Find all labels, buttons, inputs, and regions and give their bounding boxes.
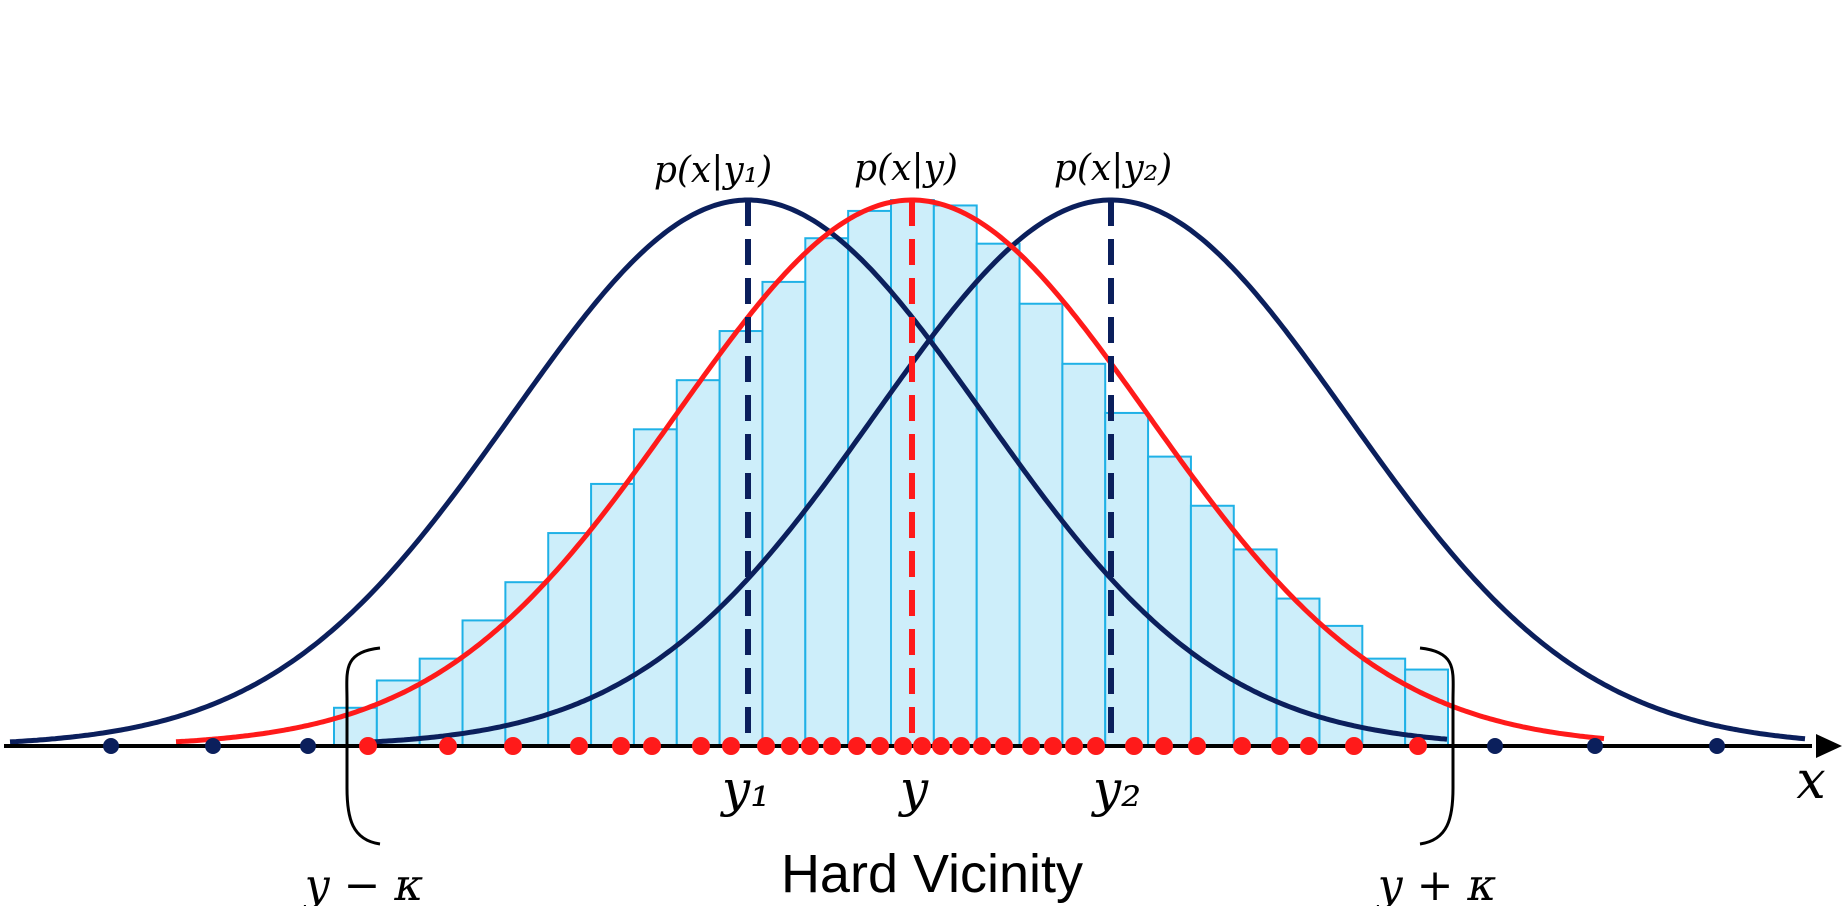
sample-point: [1188, 737, 1206, 755]
label-density-y1: p(x|y₁): [654, 150, 772, 191]
density-curve-y: [175, 197, 1605, 745]
sample-point: [692, 737, 710, 755]
density-curve-y2: [367, 197, 1806, 745]
label-hard-vicinity: Hard Vicinity: [781, 844, 1083, 904]
histogram-bar: [375, 679, 421, 747]
samples-in-vicinity: [359, 737, 1427, 755]
sample-point: [1345, 737, 1363, 755]
sample-point: [722, 737, 740, 755]
histogram-bar: [804, 237, 850, 747]
sample-point: [103, 738, 119, 754]
histogram-bar: [1018, 302, 1064, 747]
sample-point: [781, 737, 799, 755]
sample-point: [952, 737, 970, 755]
sample-point: [300, 738, 316, 754]
sample-point: [1125, 737, 1143, 755]
sample-point: [1300, 737, 1318, 755]
sample-point: [439, 737, 457, 755]
tick-label-y1: y₁: [720, 760, 770, 818]
label-lower-bound: y − κ: [303, 860, 424, 906]
sample-point: [1709, 738, 1725, 754]
histogram-bar: [975, 242, 1021, 747]
histogram-bar: [590, 482, 635, 747]
sample-point: [913, 737, 931, 755]
sample-point: [932, 737, 950, 755]
label-density-y: p(x|y): [854, 148, 958, 189]
sample-point: [848, 737, 866, 755]
sample-point: [894, 737, 912, 755]
histogram-bar: [1232, 548, 1278, 747]
axis-label-x: x: [1796, 751, 1825, 811]
sample-point: [1087, 737, 1105, 755]
histogram-bar: [1189, 504, 1235, 748]
sample-point: [612, 737, 630, 755]
sample-point: [1587, 738, 1603, 754]
histogram-bar: [1147, 455, 1192, 747]
sample-point: [1044, 737, 1062, 755]
sample-point: [973, 737, 991, 755]
sample-point: [1487, 738, 1503, 754]
tick-label-y: y: [898, 760, 929, 818]
sample-point: [359, 737, 377, 755]
sample-point: [1233, 737, 1251, 755]
sample-point: [801, 737, 819, 755]
histogram-bar: [761, 280, 807, 747]
sample-point: [871, 737, 889, 755]
sample-point: [205, 738, 221, 754]
x-axis-arrow-icon: [1816, 734, 1842, 758]
sample-point: [643, 737, 661, 755]
histogram-bar: [1275, 597, 1321, 748]
samples-outside-vicinity: [103, 738, 1725, 754]
sample-point: [823, 737, 841, 755]
right-bracket: [1419, 646, 1455, 846]
sample-point: [1065, 737, 1083, 755]
tick-label-y2: y₂: [1091, 760, 1141, 818]
histogram-bar: [932, 204, 978, 747]
histogram-bar: [675, 379, 721, 747]
histogram-bar: [1061, 362, 1107, 747]
label-upper-bound: y + κ: [1376, 860, 1497, 906]
sample-point: [1022, 737, 1040, 755]
sample-point: [1155, 737, 1173, 755]
sample-point: [504, 737, 522, 755]
left-bracket: [345, 646, 381, 846]
sample-point: [757, 737, 775, 755]
sample-point: [570, 737, 588, 755]
sample-point: [1271, 737, 1289, 755]
density-curve-y1: [9, 197, 1448, 745]
histogram-bar: [632, 428, 678, 747]
sample-point: [995, 737, 1013, 755]
histogram-bar: [847, 209, 893, 748]
sample-point: [1409, 737, 1427, 755]
histogram-bar: [718, 330, 764, 747]
histogram: [333, 199, 1450, 748]
label-density-y2: p(x|y₂): [1054, 148, 1172, 189]
